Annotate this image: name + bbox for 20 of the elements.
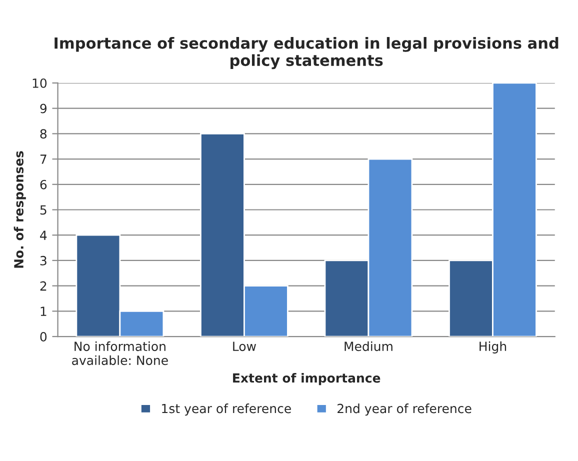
x-tick-label: Low [233, 342, 256, 352]
y-tick-label: 6 [40, 180, 47, 190]
y-tick-label: 3 [40, 256, 46, 266]
legend-label: 2nd year of reference [338, 404, 472, 416]
y-tick-label: 10 [32, 78, 47, 88]
x-axis-title: Extent of importance [233, 373, 380, 386]
y-tick-label: 7 [40, 154, 46, 164]
x-tick-label: Medium [344, 341, 392, 352]
y-tick-label: 0 [40, 332, 47, 342]
y-tick-label: 8 [40, 129, 47, 139]
legend-label: 1st year of reference [162, 404, 291, 416]
x-tick-label: High [480, 341, 506, 354]
chart-title: Importance of secondary education in legal provisions and policy statements [54, 37, 558, 70]
y-tick-label: 9 [40, 104, 47, 114]
y-axis-title: No. of responses [14, 151, 26, 268]
y-tick-label: 1 [40, 306, 46, 316]
y-tick-label: 5 [40, 205, 46, 215]
y-tick-label: 2 [40, 281, 46, 291]
y-tick-label: 4 [40, 230, 47, 240]
x-tick-label: No information available: None [72, 341, 168, 366]
